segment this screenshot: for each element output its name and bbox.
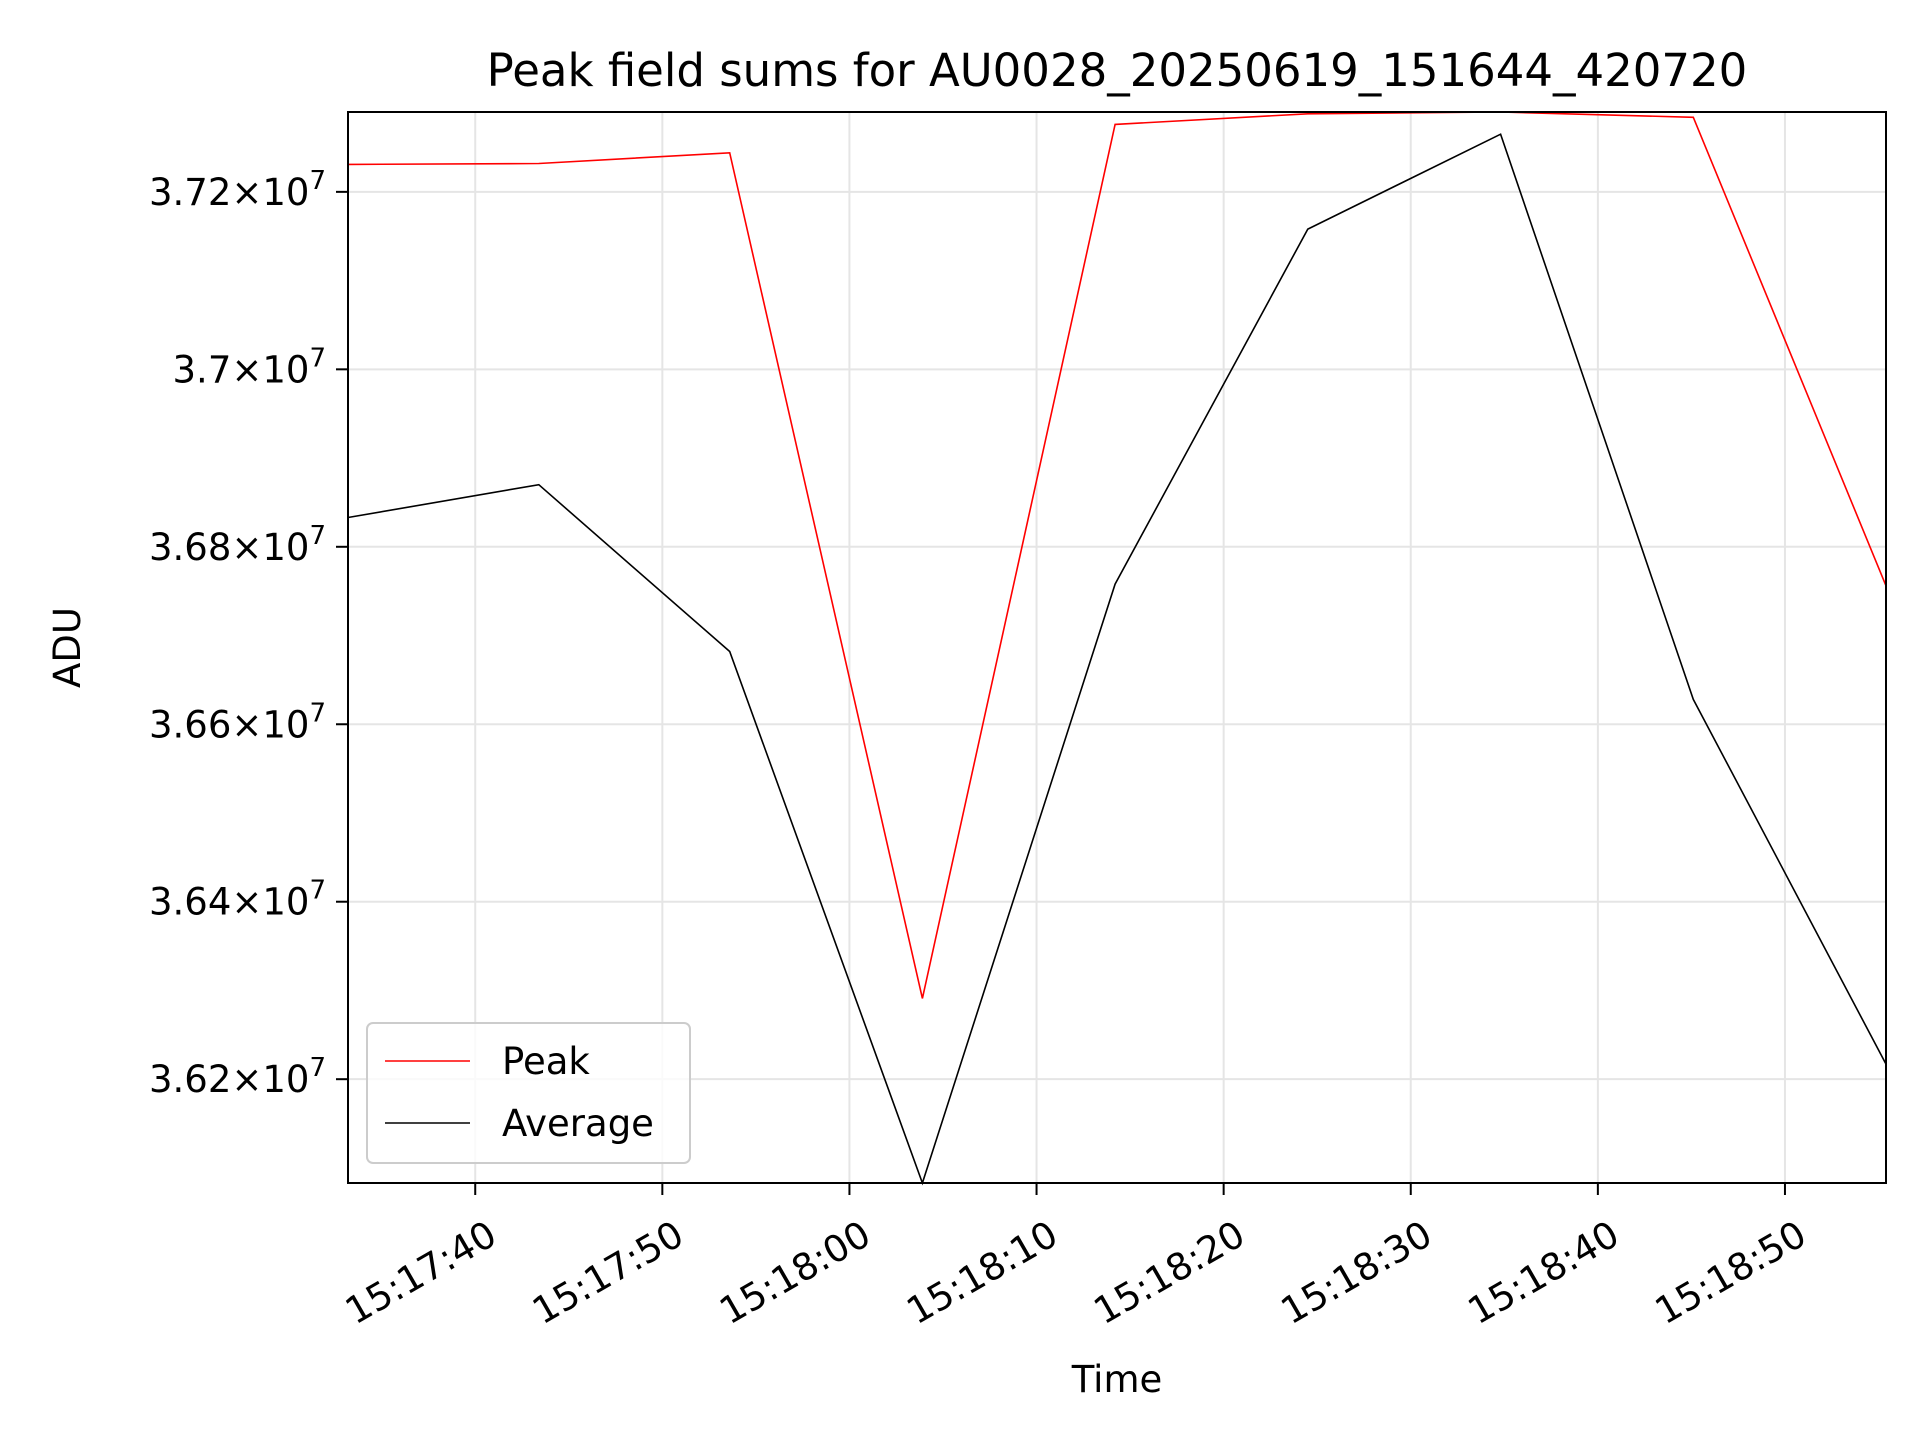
legend: Peak Average: [366, 1022, 691, 1164]
legend-box: [366, 1022, 691, 1164]
y-tick-label-4: 3.7×107: [173, 343, 326, 391]
x-tick-label-6: 15:18:40: [1461, 1213, 1626, 1333]
x-tick-label-3: 15:18:10: [899, 1213, 1064, 1333]
legend-label-peak: Peak: [502, 1040, 590, 1083]
legend-label-average: Average: [502, 1102, 654, 1145]
plot-frame: [347, 111, 1887, 1184]
x-tick-label-2: 15:18:00: [712, 1213, 877, 1333]
x-tick-label-4: 15:18:20: [1087, 1213, 1252, 1333]
series-line-peak: [347, 111, 1887, 999]
x-tick-label-1: 15:17:50: [525, 1213, 690, 1333]
grid: [348, 112, 1886, 1183]
y-tick-label-0: 3.62×107: [149, 1053, 326, 1101]
y-tick-label-5: 3.72×107: [149, 166, 326, 214]
x-tick-label-7: 15:18:50: [1648, 1213, 1813, 1333]
x-tick-label-5: 15:18:30: [1274, 1213, 1439, 1333]
y-tick-label-2: 3.66×107: [149, 698, 326, 746]
x-axis-label: Time: [1071, 1358, 1163, 1401]
y-tick-label-3: 3.68×107: [149, 521, 326, 569]
x-tick-label-0: 15:17:40: [338, 1213, 503, 1333]
x-axis-ticks: 15:17:40 15:17:50 15:18:00 15:18:10 15:18:20…: [338, 1183, 1813, 1333]
y-axis-label: ADU: [46, 607, 89, 688]
y-axis-ticks: 3.62×107 3.64×107 3.66×107 3.68×107 3.7×107 3…: [149, 166, 348, 1101]
y-tick-label-1: 3.64×107: [149, 876, 326, 924]
series-line-average: [347, 133, 1887, 1186]
chart-title: Peak field sums for AU0028_20250619_1516…: [487, 44, 1748, 97]
series-group: [347, 111, 1887, 1186]
